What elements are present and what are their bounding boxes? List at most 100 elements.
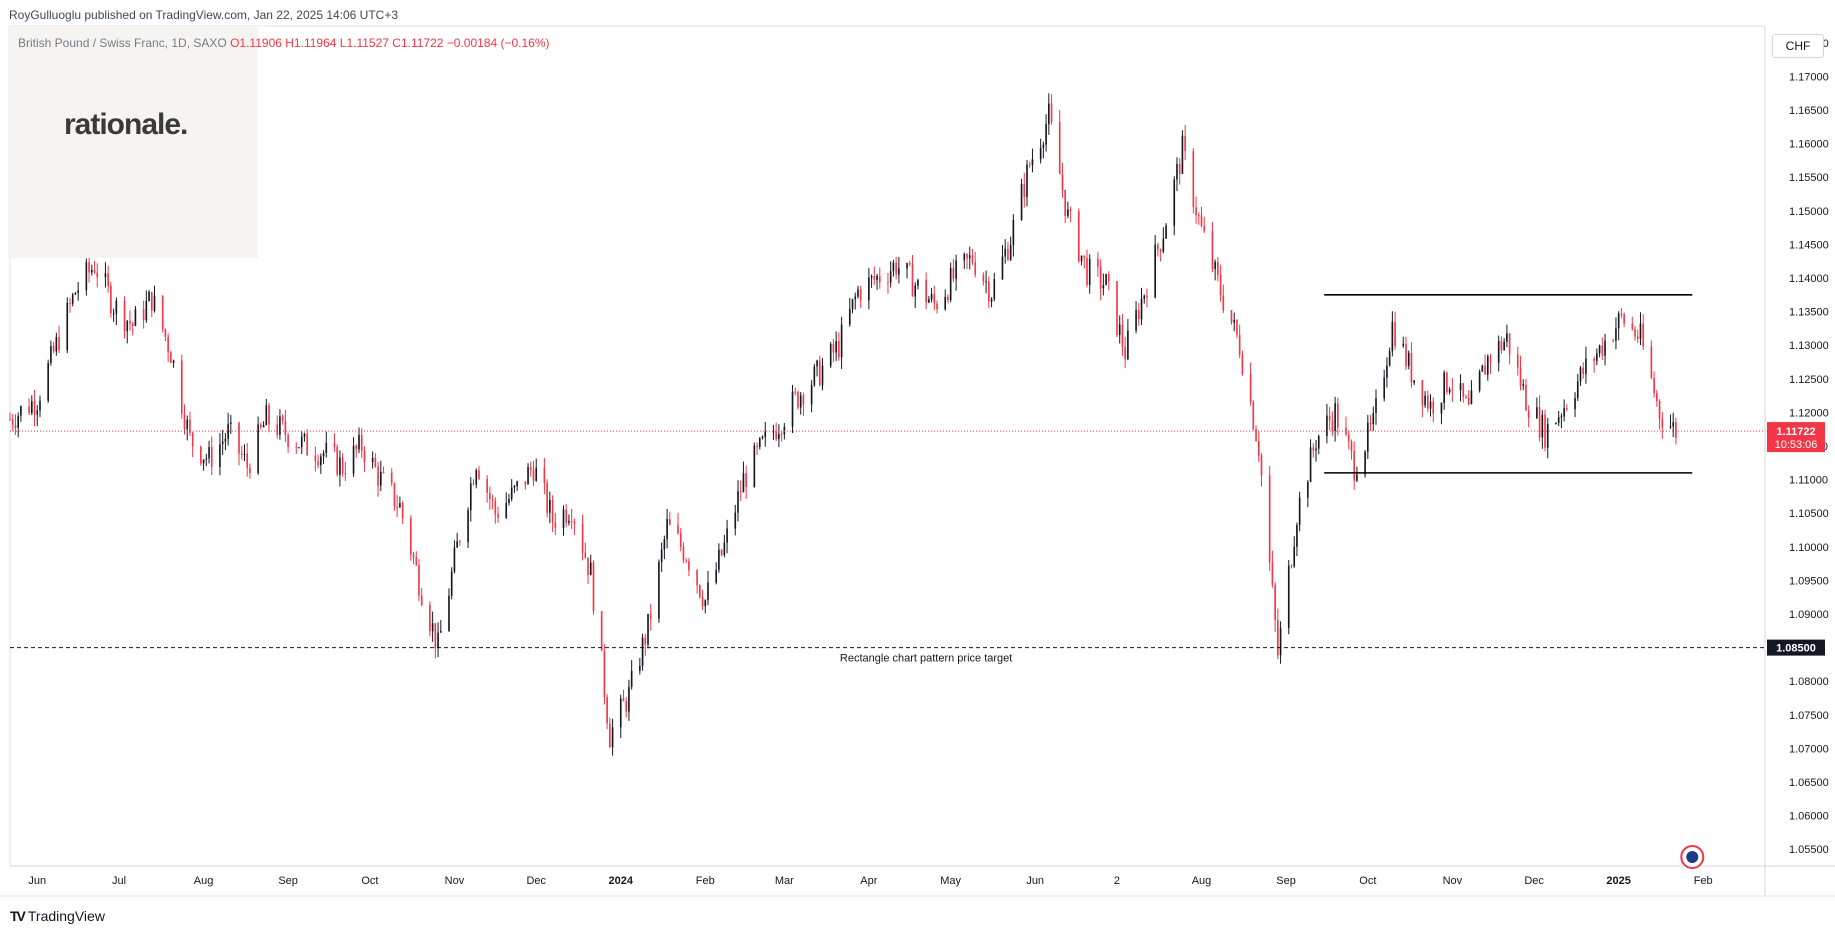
- candle-body: [279, 416, 281, 435]
- close-value: C1.11722: [392, 36, 444, 50]
- candle-body: [914, 285, 917, 297]
- candle-body: [393, 483, 396, 507]
- candle-body: [688, 561, 690, 571]
- candle-body: [529, 467, 532, 471]
- candle-body: [516, 481, 518, 487]
- candle-body: [1200, 215, 1203, 227]
- x-tick-label: Jul: [112, 875, 126, 887]
- candle-body: [260, 424, 262, 428]
- y-tick-label: 1.15000: [1789, 206, 1829, 218]
- candle-body: [1268, 475, 1271, 563]
- candle-body: [401, 503, 404, 519]
- candle-body: [685, 560, 688, 562]
- candle-body: [1391, 321, 1394, 352]
- candle-body: [1197, 215, 1200, 217]
- candle-body: [1508, 333, 1511, 355]
- candle-body: [857, 289, 859, 297]
- candle-body: [647, 613, 649, 645]
- candle-body: [1484, 365, 1486, 375]
- candle-body: [952, 267, 955, 279]
- candle-body: [429, 605, 431, 632]
- candle-body: [1203, 226, 1206, 232]
- candle-body: [854, 296, 857, 300]
- candle-body: [1181, 135, 1184, 174]
- candle-body: [799, 395, 802, 408]
- x-tick-label: Sep: [1276, 875, 1296, 887]
- candle-body: [205, 458, 208, 460]
- candle-body: [1007, 249, 1009, 260]
- candle-body: [508, 498, 510, 503]
- x-tick-label: Feb: [696, 875, 715, 887]
- candle-body: [543, 467, 546, 483]
- currency-button[interactable]: CHF: [1772, 34, 1824, 58]
- candle-body: [873, 276, 876, 280]
- candle-body: [895, 262, 897, 275]
- high-value: H1.11964: [285, 36, 337, 50]
- candle-body: [1672, 422, 1675, 427]
- candle-body: [134, 309, 137, 326]
- y-tick-label: 1.06000: [1789, 811, 1829, 823]
- candle-body: [1116, 281, 1118, 336]
- candle-body: [848, 309, 851, 325]
- open-value: O1.11906: [230, 36, 282, 50]
- publish-info: RoyGulluoglu published on TradingView.co…: [9, 8, 399, 22]
- y-tick-label: 1.07000: [1789, 743, 1829, 755]
- candle-body: [448, 595, 450, 632]
- candle-body: [164, 329, 167, 337]
- candle-body: [1157, 244, 1159, 250]
- candle-body: [1593, 358, 1595, 361]
- candle-body: [797, 391, 799, 408]
- candle-body: [243, 453, 246, 455]
- candle-body: [720, 549, 723, 555]
- candle-body: [1617, 313, 1620, 329]
- candle-body: [982, 274, 985, 282]
- candle-body: [532, 470, 535, 481]
- candle-body: [153, 295, 156, 311]
- candle-body: [1612, 340, 1615, 342]
- candle-body: [374, 457, 377, 467]
- candle-body: [584, 552, 587, 558]
- candle-body: [734, 512, 737, 529]
- x-tick-label: Nov: [445, 875, 465, 887]
- candle-body: [1083, 255, 1086, 258]
- current-price-label: 1.11722: [1776, 426, 1815, 438]
- candle-body: [810, 385, 813, 405]
- candle-body: [701, 596, 704, 607]
- candle-body: [238, 422, 240, 454]
- candle-body: [456, 541, 458, 548]
- candle-body: [1579, 367, 1582, 382]
- tradingview-logo[interactable]: TV TradingView: [10, 908, 105, 924]
- candle-body: [1211, 231, 1214, 270]
- ohlc-legend: British Pound / Swiss Franc, 1D, SAXO O1…: [18, 36, 550, 50]
- symbol-name[interactable]: British Pound / Swiss Franc, 1D, SAXO: [18, 36, 227, 50]
- candle-body: [77, 290, 79, 293]
- candle-body: [298, 447, 300, 449]
- candle-body: [1367, 422, 1369, 452]
- candle-body: [930, 293, 933, 300]
- x-tick-label: Oct: [361, 875, 378, 887]
- candle-body: [1290, 565, 1293, 567]
- candle-body: [625, 701, 628, 712]
- candle-body: [570, 520, 573, 522]
- candle-body: [489, 492, 491, 500]
- candle-body: [761, 436, 764, 439]
- candle-body: [1503, 341, 1505, 351]
- candle-body: [227, 423, 229, 439]
- candle-body: [314, 455, 317, 462]
- candle-body: [202, 459, 205, 464]
- candle-body: [1402, 343, 1405, 347]
- candle-body: [963, 253, 966, 261]
- candle-body: [478, 470, 480, 479]
- candle-body: [587, 557, 589, 576]
- candle-body: [928, 299, 930, 303]
- candle-body: [1519, 367, 1522, 386]
- y-tick-label: 1.13000: [1789, 340, 1829, 352]
- candle-body: [1105, 274, 1107, 286]
- candle-body: [816, 360, 818, 367]
- candle-body: [1121, 324, 1124, 347]
- candle-body: [630, 670, 633, 687]
- candle-body: [33, 401, 36, 415]
- candle-body: [1557, 417, 1560, 424]
- candle-body: [1516, 354, 1519, 368]
